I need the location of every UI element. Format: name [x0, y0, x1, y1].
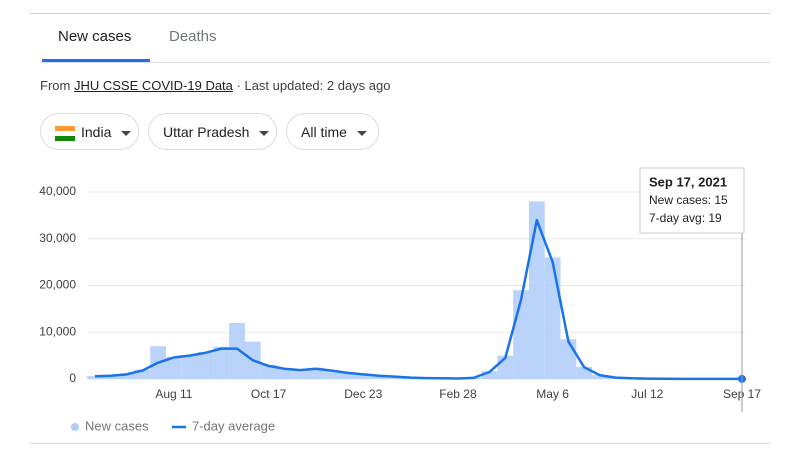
- caret: [121, 130, 132, 136]
- flag-icon: [55, 125, 75, 141]
- y-tick-label: 20,000: [39, 278, 76, 292]
- x-tick-label: Dec 23: [344, 387, 382, 401]
- bar: [87, 375, 103, 379]
- bar: [339, 372, 356, 379]
- caret: [259, 130, 270, 136]
- bar: [213, 346, 230, 379]
- average-line: [94, 218, 743, 381]
- bar: [197, 351, 214, 379]
- x-tick-label: Aug 11: [155, 387, 192, 401]
- bar: [181, 355, 198, 379]
- tab[interactable]: Deaths: [169, 28, 217, 45]
- bar: [481, 371, 498, 379]
- source-line: From JHU CSSE COVID-19 Data · Last updat…: [40, 78, 390, 93]
- bar: [308, 367, 324, 379]
- y-tick-label: 0: [69, 371, 76, 385]
- legend-label: New cases: [85, 418, 149, 433]
- tooltip-line: New cases: 15: [649, 193, 728, 207]
- bar: [260, 364, 277, 379]
- bar: [528, 201, 545, 379]
- tooltip-title: Sep 17, 2021: [649, 174, 727, 189]
- x-tick-label: Oct 17: [251, 387, 287, 401]
- legend-label: 7-day average: [192, 418, 275, 433]
- y-tick-label: 10,000: [39, 324, 76, 338]
- divider: [30, 13, 770, 14]
- tab[interactable]: New cases: [58, 28, 132, 45]
- bar: [544, 257, 561, 379]
- y-tick-label: 40,000: [39, 184, 76, 198]
- bar: [592, 375, 608, 379]
- x-tick-label: May 6: [536, 387, 569, 401]
- y-tick-label: 30,000: [39, 231, 76, 245]
- bar: [118, 373, 135, 379]
- tooltip-line: 7-day avg: 19: [649, 211, 722, 225]
- source-prefix: From: [40, 78, 71, 93]
- x-tick-label: Jul 12: [631, 387, 663, 401]
- source-suffix: · Last updated: 2 days ago: [236, 78, 391, 93]
- bar: [166, 357, 182, 379]
- bar: [276, 368, 293, 379]
- chip-label: India: [81, 124, 112, 140]
- x-tick-label: Feb 28: [439, 387, 477, 401]
- bar: [323, 370, 340, 379]
- source-link[interactable]: JHU CSSE COVID-19 Data: [73, 78, 233, 93]
- bar: [229, 322, 245, 379]
- chip-label: Uttar Pradesh: [163, 124, 250, 140]
- divider: [30, 443, 770, 444]
- tooltip: [639, 167, 745, 234]
- bar: [102, 375, 119, 379]
- caret: [356, 130, 367, 136]
- bar: [292, 370, 309, 379]
- tab-bar: New cases Deaths: [40, 14, 770, 63]
- time-filter[interactable]: All time: [286, 113, 379, 150]
- chip-label: All time: [301, 124, 347, 140]
- tab-indicator: [42, 59, 150, 62]
- bar: [371, 375, 387, 379]
- bar: [560, 339, 577, 379]
- legend-swatch: [71, 423, 79, 431]
- country-filter[interactable]: India: [40, 113, 139, 150]
- region-filter[interactable]: Uttar Pradesh: [148, 113, 277, 150]
- bar: [355, 374, 372, 379]
- bar: [134, 369, 151, 379]
